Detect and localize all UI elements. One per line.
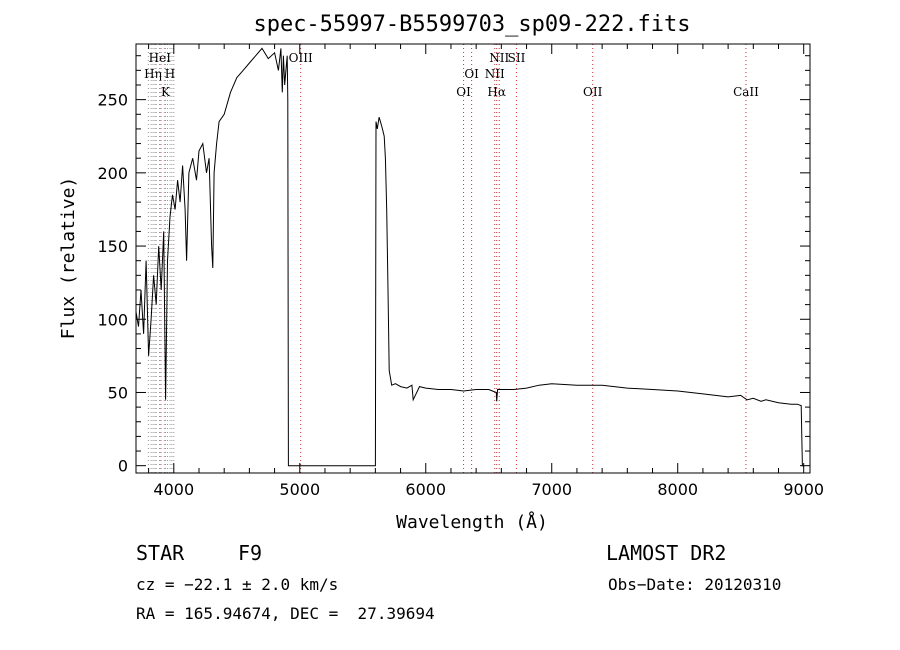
x-tick-label: 6000 (405, 480, 446, 499)
emission-line-label: HeI (149, 51, 172, 65)
redshift-cz: cz = −22.1 ± 2.0 km/s (136, 575, 339, 594)
emission-line-markers (147, 44, 747, 473)
emission-line-label: OIII (289, 51, 313, 65)
plot-frame (135, 43, 811, 474)
emission-line-label: Hα (487, 85, 506, 99)
y-tick-label: 50 (108, 383, 128, 402)
y-tick-label: 100 (97, 310, 128, 329)
emission-line-label: CaII (733, 85, 759, 99)
x-axis-label: Wavelength (Å) (396, 511, 548, 533)
spectrum-line (135, 47, 804, 467)
y-tick-label: 250 (97, 91, 128, 110)
emission-line-label: K (161, 85, 171, 99)
object-class: STAR (136, 541, 185, 565)
object-subclass: F9 (238, 541, 263, 565)
x-tick-label: 7000 (531, 480, 572, 499)
emission-line-label: Hη (144, 67, 162, 81)
y-tick-label: 200 (97, 164, 128, 183)
y-tick-label: 150 (97, 237, 128, 256)
y-tick-label: 0 (118, 457, 128, 476)
y-axis-label: Flux (relative) (58, 177, 79, 340)
x-tick-label: 8000 (657, 480, 698, 499)
observation-date: Obs−Date: 20120310 (608, 575, 782, 594)
emission-line-label: H (165, 67, 175, 81)
x-tick-label: 5000 (279, 480, 320, 499)
coordinates: RA = 165.94674, DEC = 27.39694 (136, 604, 435, 623)
axis-ticks: 4000 5000 6000 7000 8000 9000 0 50 100 150 200 250 (97, 44, 824, 499)
emission-line-label: OI (456, 85, 471, 99)
survey-name: LAMOST DR2 (606, 541, 727, 565)
emission-line-label: NII (485, 67, 505, 81)
x-tick-label: 9000 (783, 480, 824, 499)
emission-line-label: SII (508, 51, 526, 65)
chart-title: spec-55997-B5599703_sp09-222.fits (253, 12, 690, 37)
emission-line-label: NII (489, 51, 509, 65)
emission-line-label: OII (583, 85, 603, 99)
emission-line-label: OI (464, 67, 479, 81)
x-tick-label: 4000 (153, 480, 194, 499)
